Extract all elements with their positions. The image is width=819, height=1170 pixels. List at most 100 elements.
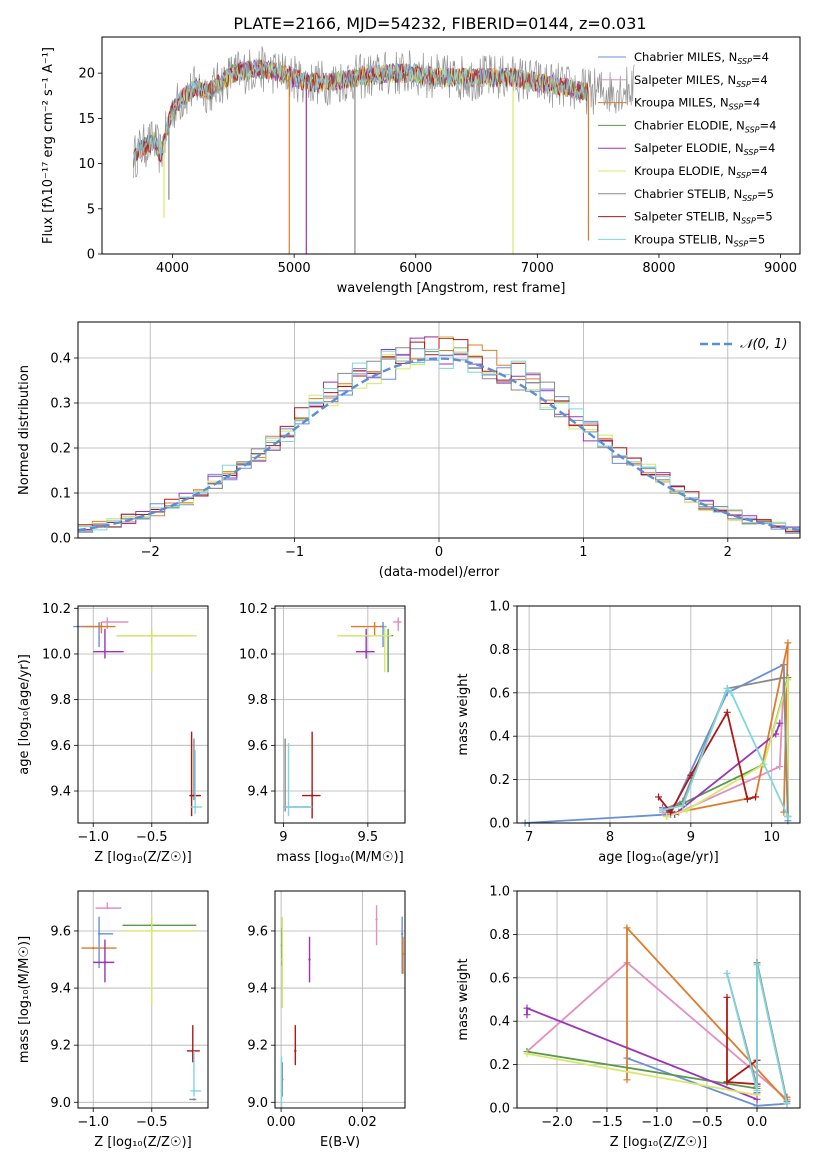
spectrum-line	[133, 59, 589, 168]
y-tick-label: 0.6	[489, 686, 510, 701]
y-axis-label: mass [log₁₀(M/M☉)]	[17, 936, 32, 1063]
data-point	[308, 958, 311, 961]
data-point	[401, 952, 405, 956]
series-marker	[667, 808, 675, 816]
data-point	[310, 794, 314, 797]
x-tick-label: 9000	[764, 261, 797, 276]
series-marker	[723, 684, 731, 692]
y-tick-label: 10	[78, 157, 95, 172]
legend-entry: Kroupa MILES, NSSP=4	[634, 96, 760, 112]
legend-subscript: SSP	[745, 125, 760, 134]
x-tick-label: 4000	[156, 261, 189, 276]
axes-frame	[516, 890, 801, 1109]
series-marker	[723, 993, 731, 1001]
y-tick-label: 1.0	[489, 885, 510, 900]
y-tick-label: 0.8	[489, 928, 510, 943]
chart-residual-histogram: −2 −1 0 1 2 0.0 0.1 0.2 0.3 0.4 (data-model)/error…	[17, 321, 801, 580]
x-tick-label: 10	[763, 830, 780, 845]
data-point	[364, 650, 368, 653]
series-marker	[784, 639, 792, 647]
y-tick-label: 9.4	[50, 982, 71, 997]
x-tick-label: 5000	[278, 261, 311, 276]
chart-mass-vs-ebv: 0.00 0.02 9.0 9.2 9.4 9.6 E(B-V)	[247, 890, 406, 1150]
legend-suffix: =5	[756, 210, 773, 224]
chart-age-vs-Z: −1.0 −0.5 9.4 9.6 9.8 10.0 10.2 Z [log₁₀(Z/Z☉)]…	[17, 602, 209, 865]
y-tick-label: 0.4	[50, 352, 71, 367]
series-marker	[743, 795, 751, 803]
legend-entry: Salpeter STELIB, NSSP=5	[634, 210, 773, 226]
gaussian-curve	[77, 357, 801, 532]
y-axis-label: Normed distribution	[17, 365, 32, 495]
x-tick-label: −0.5	[136, 830, 168, 845]
x-tick-label: −2.0	[541, 1115, 573, 1130]
series-marker	[753, 1087, 761, 1095]
x-tick-label: 8000	[642, 261, 675, 276]
y-axis-label: age [log₁₀(age/yr)]	[17, 654, 32, 775]
y-tick-label: 0.0	[489, 817, 510, 832]
data-point	[383, 634, 386, 637]
chart-age-vs-mass: 9 9.5 9.4 9.6 9.8 10.0 10.2 mass [log₁₀(M/M☉)]	[239, 602, 406, 865]
y-tick-label: 10.2	[239, 602, 268, 617]
legend-suffix: =5	[757, 187, 774, 201]
y-tick-label: 10.0	[42, 647, 71, 662]
series-marker	[659, 806, 667, 814]
legend-subscript: SSP	[736, 171, 751, 180]
legend-subscript: SSP	[742, 194, 757, 203]
legend-entry: 𝒩(0, 1)	[740, 337, 787, 352]
data-point	[397, 620, 400, 624]
y-tick-label: 0.6	[489, 971, 510, 986]
panels-layer: 4000 5000 6000 7000 8000 900005101520waveleng…	[17, 36, 801, 1150]
y-tick-label: 10.2	[42, 602, 71, 617]
series-marker	[663, 812, 671, 820]
x-tick-label: 8	[606, 830, 614, 845]
series-line	[726, 964, 788, 1104]
y-tick-label: 0.2	[489, 773, 510, 788]
x-tick-label: 7	[525, 830, 533, 845]
series-marker	[683, 806, 691, 814]
x-tick-label: −0.5	[136, 1115, 168, 1130]
data-point	[281, 958, 284, 961]
x-tick-label: −2	[141, 545, 160, 560]
y-axis-label: Flux [fλ10⁻¹⁷ erg cm⁻² s⁻¹ A⁻¹]	[41, 47, 56, 244]
figure-title: PLATE=2166, MJD=54232, FIBERID=0144, z=0…	[233, 14, 646, 33]
y-tick-label: 1.0	[489, 600, 510, 615]
y-tick-label: 5	[87, 202, 95, 217]
series-line	[662, 722, 781, 816]
data-point	[192, 1089, 196, 1093]
data-point	[381, 625, 385, 628]
x-axis-label: age [log₁₀(age/yr)]	[598, 850, 719, 865]
y-tick-label: 9.2	[50, 1039, 71, 1054]
series-marker	[687, 771, 695, 779]
axes-frame	[516, 605, 801, 824]
legend-entry: Kroupa STELIB, NSSP=5	[634, 232, 765, 248]
data-point	[280, 1089, 283, 1093]
x-tick-label: 0	[435, 545, 443, 560]
data-point	[373, 625, 376, 628]
x-tick-label: 9	[687, 830, 695, 845]
series-marker	[655, 793, 662, 801]
legend-subscript: SSP	[736, 80, 751, 89]
x-axis-label: Z [log₁₀(Z/Z☉)]	[610, 1135, 707, 1150]
y-tick-label: 0.0	[489, 1102, 510, 1117]
data-point	[294, 1049, 297, 1053]
chart-weight-vs-Z: −2.0 −1.5 −1.0 −0.5 0.0 0.0 0.2 0.4 0.6 0.8 1.0 Z […	[456, 885, 801, 1150]
legend-entry: Chabrier ELODIE, NSSP=4	[634, 118, 776, 134]
series-marker	[727, 689, 735, 697]
data-point	[193, 805, 197, 809]
data-point	[106, 906, 109, 910]
axes-frame	[274, 605, 406, 824]
series-marker	[772, 730, 780, 738]
legend-suffix: =4	[760, 118, 777, 132]
x-tick-label: −1	[285, 545, 304, 560]
series-marker	[623, 1076, 631, 1084]
x-tick-label: 0.02	[348, 1115, 377, 1130]
y-tick-label: 9.4	[50, 785, 71, 800]
data-point	[103, 650, 107, 653]
series-marker	[776, 763, 784, 771]
x-tick-label: 1	[579, 545, 587, 560]
chart-spectrum: 4000 5000 6000 7000 8000 9000 0 5 10 15 20 waveleng…	[41, 36, 801, 296]
data-point	[106, 620, 109, 624]
x-tick-label: −0.5	[691, 1115, 723, 1130]
data-point	[192, 1098, 196, 1101]
